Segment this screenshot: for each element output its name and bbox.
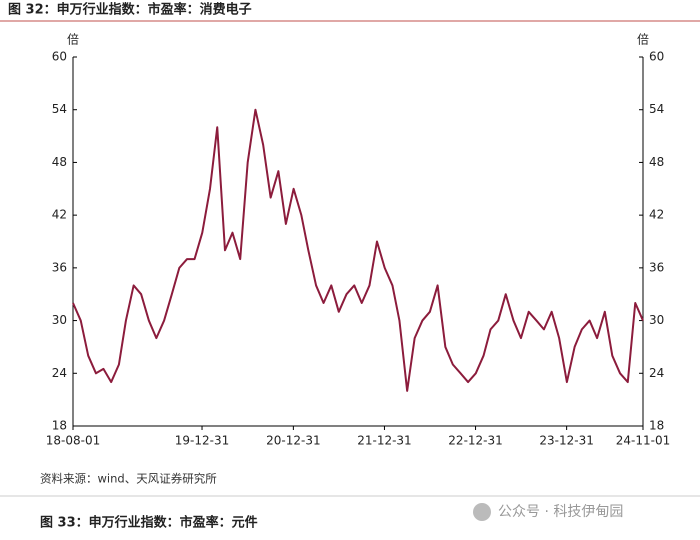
source-note: 资料来源：wind、天风证券研究所 (40, 472, 217, 486)
x-tick-label: 19-12-31 (175, 434, 229, 448)
y-unit: 倍 (67, 32, 79, 47)
y2-tick-label: 60 (649, 50, 664, 64)
y2-tick-label: 30 (649, 313, 664, 327)
y-tick-label: 48 (52, 155, 67, 169)
y-tick-label: 42 (52, 208, 67, 222)
x-tick-label: 22-12-31 (448, 434, 502, 448)
x-tick-label: 18-08-01 (46, 434, 100, 448)
series-line (72, 108, 644, 392)
x-tick-label: 20-12-31 (266, 434, 320, 448)
y-tick-label: 18 (52, 419, 67, 433)
y2-tick-label: 24 (649, 366, 664, 380)
x-tick-label: 23-12-31 (539, 434, 593, 448)
x-tick-label: 21-12-31 (357, 434, 411, 448)
watermark: 公众号 · 科技伊甸园 (498, 504, 623, 520)
y-tick-label: 36 (52, 260, 67, 274)
y2-tick-label: 48 (649, 155, 664, 169)
watermark-icon (473, 503, 491, 521)
y2-unit: 倍 (637, 32, 649, 47)
chart-title: 图 32：申万行业指数：市盈率：消费电子 (8, 2, 252, 18)
x-tick-label: 24-11-01 (616, 434, 670, 448)
y-tick-label: 60 (52, 50, 67, 64)
y2-tick-label: 18 (649, 419, 664, 433)
y-tick-label: 24 (52, 366, 67, 380)
y2-tick-label: 54 (649, 102, 664, 116)
y2-tick-label: 36 (649, 260, 664, 274)
y-tick-label: 54 (52, 102, 67, 116)
y2-tick-label: 42 (649, 208, 664, 222)
y-tick-label: 30 (52, 313, 67, 327)
next-figure-title: 图 33：申万行业指数：市盈率：元件 (40, 515, 258, 531)
